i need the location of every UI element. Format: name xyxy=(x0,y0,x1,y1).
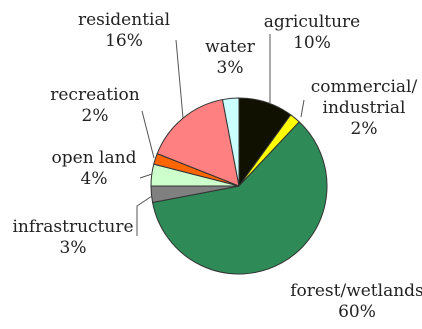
slice-label-forest-wetlands: forest/wetlands 60% xyxy=(290,281,422,322)
slice-label-water-line-2: 3% xyxy=(217,58,244,78)
slice-label-agriculture-line-1: agriculture xyxy=(264,12,360,32)
slice-label-infrastructure-line-1: infrastructure xyxy=(12,217,133,237)
slice-label-commercial-industrial-line-3: 2% xyxy=(351,119,378,139)
slice-label-open-land-line-2: 4% xyxy=(81,169,108,189)
slice-label-open-land-line-1: open land xyxy=(52,148,137,168)
slice-label-water: water 3% xyxy=(205,37,256,78)
slice-label-recreation: recreation 2% xyxy=(50,85,140,126)
pie-slice-water xyxy=(222,97,240,187)
slice-label-forest-wetlands-line-1: forest/wetlands xyxy=(290,281,422,301)
slice-label-infrastructure: infrastructure 3% xyxy=(12,217,133,258)
leader-line-infrastructure xyxy=(136,195,153,236)
slice-label-commercial-industrial: commercial/industrial 2% xyxy=(311,77,418,139)
slice-label-recreation-line-2: 2% xyxy=(82,106,109,126)
slice-label-agriculture: agriculture 10% xyxy=(264,12,360,53)
slice-label-forest-wetlands-line-2: 60% xyxy=(338,302,376,322)
slice-label-infrastructure-line-2: 3% xyxy=(60,238,87,258)
slice-label-agriculture-line-2: 10% xyxy=(293,33,331,53)
leader-line-open-land xyxy=(139,173,153,179)
slice-label-commercial-industrial-line-2: industrial xyxy=(323,98,406,118)
leader-line-commercial-industrial xyxy=(300,99,305,118)
leader-line-recreation xyxy=(141,110,155,159)
slice-label-residential: residential 16% xyxy=(78,10,170,51)
slice-label-residential-line-1: residential xyxy=(78,10,170,30)
pie-slice-residential xyxy=(156,99,240,187)
slice-labels: agriculture 10%commercial/industrial 2%for… xyxy=(12,10,422,322)
slice-label-open-land: open land 4% xyxy=(52,148,137,189)
slice-label-commercial-industrial-line-1: commercial/ xyxy=(311,77,418,97)
pie-slices xyxy=(150,97,328,275)
pie-slice-forest-wetlands xyxy=(152,121,328,275)
slice-label-recreation-line-1: recreation xyxy=(50,85,140,105)
leader-line-residential xyxy=(175,39,184,119)
slice-label-residential-line-2: 16% xyxy=(105,31,143,51)
slice-label-water-line-1: water xyxy=(205,37,256,57)
